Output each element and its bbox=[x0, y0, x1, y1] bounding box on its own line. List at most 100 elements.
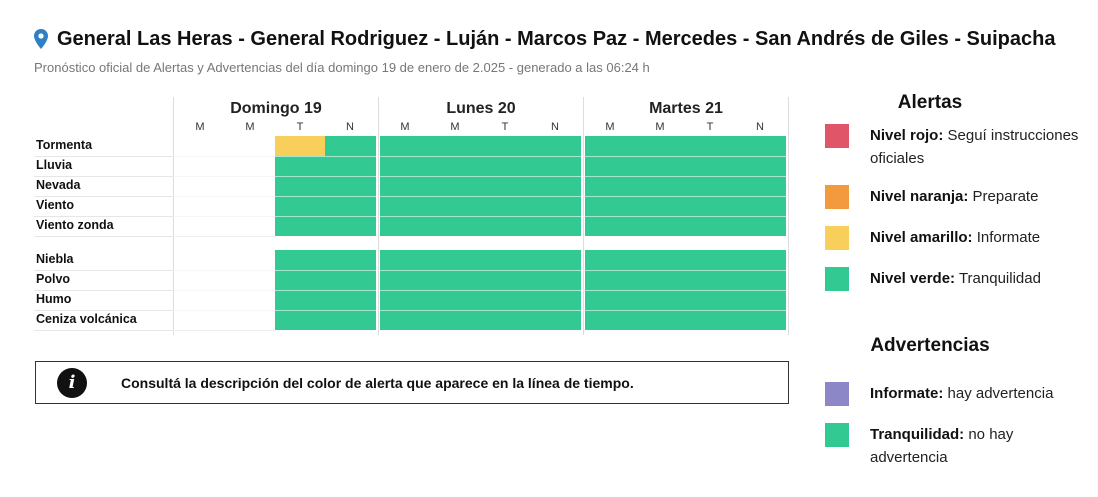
timeline-cell-verde[interactable] bbox=[530, 216, 581, 236]
legend-swatch bbox=[825, 267, 849, 291]
timeline-cell-verde[interactable] bbox=[275, 270, 325, 290]
timeline-cell-verde[interactable] bbox=[380, 136, 430, 156]
timeline-cell-verde[interactable] bbox=[585, 250, 635, 270]
timeline-cell-verde[interactable] bbox=[380, 270, 430, 290]
timeline-cell-verde[interactable] bbox=[430, 196, 480, 216]
timeline-cell-verde[interactable] bbox=[380, 250, 430, 270]
timeline-cell-verde[interactable] bbox=[325, 196, 376, 216]
timeline-cell-verde[interactable] bbox=[480, 156, 530, 176]
timeline-cell-verde[interactable] bbox=[735, 156, 786, 176]
timeline-cell-verde[interactable] bbox=[735, 310, 786, 330]
timeline-cell-verde[interactable] bbox=[275, 290, 325, 310]
timeline-cell-verde[interactable] bbox=[380, 310, 430, 330]
timeline-cell-verde[interactable] bbox=[325, 290, 376, 310]
timeline-cell-verde[interactable] bbox=[735, 176, 786, 196]
timeline-cell-verde[interactable] bbox=[430, 290, 480, 310]
timeline-cell-verde[interactable] bbox=[380, 290, 430, 310]
timeline-cell-verde[interactable] bbox=[585, 156, 635, 176]
legend-item: Tranquilidad: no hay advertencia bbox=[825, 423, 1080, 469]
legend-level-desc: Informate bbox=[972, 229, 1041, 246]
row-divider bbox=[34, 290, 174, 291]
timeline-cell-verde[interactable] bbox=[480, 136, 530, 156]
timeline-cell-verde[interactable] bbox=[635, 196, 685, 216]
timeline-cell-verde[interactable] bbox=[685, 310, 735, 330]
timeline-cell-verde[interactable] bbox=[585, 136, 635, 156]
timeline-cell-verde[interactable] bbox=[430, 136, 480, 156]
timeline-cell-verde[interactable] bbox=[430, 156, 480, 176]
timeline-cell-verde[interactable] bbox=[275, 176, 325, 196]
timeline-cell-verde[interactable] bbox=[480, 290, 530, 310]
timeline-cell-verde[interactable] bbox=[325, 250, 376, 270]
legend-level-name: Informate: bbox=[870, 385, 944, 402]
timeline-cell-verde[interactable] bbox=[585, 196, 635, 216]
timeline-cell-verde[interactable] bbox=[325, 136, 376, 156]
timeline-cell-verde[interactable] bbox=[635, 270, 685, 290]
timeline-cell-verde[interactable] bbox=[635, 290, 685, 310]
timeline-cell-verde[interactable] bbox=[530, 310, 581, 330]
timeline-cell-verde[interactable] bbox=[635, 216, 685, 236]
row-divider bbox=[34, 176, 174, 177]
timeline-cell-verde[interactable] bbox=[735, 136, 786, 156]
timeline-cell-verde[interactable] bbox=[735, 216, 786, 236]
timeline-cell-verde[interactable] bbox=[585, 310, 635, 330]
timeline-cell-verde[interactable] bbox=[685, 196, 735, 216]
timeline-cell-verde[interactable] bbox=[275, 250, 325, 270]
timeline-cell-verde[interactable] bbox=[530, 176, 581, 196]
timeline-cell-verde[interactable] bbox=[380, 176, 430, 196]
timeline-cell-verde[interactable] bbox=[480, 216, 530, 236]
timeline-cell-verde[interactable] bbox=[325, 310, 376, 330]
timeline-cell-verde[interactable] bbox=[380, 216, 430, 236]
timeline-cell-verde[interactable] bbox=[325, 270, 376, 290]
timeline-cell-verde[interactable] bbox=[530, 290, 581, 310]
timeline-cell-verde[interactable] bbox=[530, 250, 581, 270]
timeline-cell-verde[interactable] bbox=[430, 176, 480, 196]
timeline-cell-verde[interactable] bbox=[380, 196, 430, 216]
timeline-cell-verde[interactable] bbox=[275, 196, 325, 216]
timeline-cell-verde[interactable] bbox=[635, 136, 685, 156]
timeline-cell-verde[interactable] bbox=[685, 156, 735, 176]
timeline-cell-verde[interactable] bbox=[735, 196, 786, 216]
timeline-cell-verde[interactable] bbox=[735, 290, 786, 310]
timeline-cell-verde[interactable] bbox=[735, 270, 786, 290]
timeline-cell-amarillo[interactable] bbox=[275, 136, 325, 156]
timeline-cell-verde[interactable] bbox=[325, 156, 376, 176]
timeline-cell-verde[interactable] bbox=[585, 270, 635, 290]
timeline-cell-verde[interactable] bbox=[480, 196, 530, 216]
timeline-cell-verde[interactable] bbox=[430, 270, 480, 290]
timeline-cell-verde[interactable] bbox=[430, 250, 480, 270]
timeline-cell-verde[interactable] bbox=[275, 216, 325, 236]
timeline-cell-verde[interactable] bbox=[685, 176, 735, 196]
timeline-cell-verde[interactable] bbox=[275, 310, 325, 330]
timeline-cell-verde[interactable] bbox=[480, 176, 530, 196]
row-gap bbox=[175, 155, 790, 157]
timeline-cell-verde[interactable] bbox=[585, 176, 635, 196]
timeline-cell-verde[interactable] bbox=[685, 270, 735, 290]
timeline-cell-verde[interactable] bbox=[325, 176, 376, 196]
timeline-cell-verde[interactable] bbox=[275, 156, 325, 176]
timeline-cell-verde[interactable] bbox=[735, 250, 786, 270]
timeline-cell-verde[interactable] bbox=[585, 216, 635, 236]
timeline-cell-verde[interactable] bbox=[635, 176, 685, 196]
timeline-cell-verde[interactable] bbox=[685, 136, 735, 156]
timeline-cell-verde[interactable] bbox=[480, 310, 530, 330]
timeline-cell-verde[interactable] bbox=[530, 196, 581, 216]
timeline-cell-empty bbox=[225, 270, 275, 271]
timeline-cell-verde[interactable] bbox=[480, 270, 530, 290]
timeline-cell-verde[interactable] bbox=[530, 136, 581, 156]
timeline-cell-verde[interactable] bbox=[685, 216, 735, 236]
timeline-cell-verde[interactable] bbox=[635, 250, 685, 270]
timeline-cell-verde[interactable] bbox=[685, 250, 735, 270]
timeline-cell-verde[interactable] bbox=[325, 216, 376, 236]
timeline-cell-verde[interactable] bbox=[585, 290, 635, 310]
timeline-cell-verde[interactable] bbox=[430, 310, 480, 330]
timeline-cell-verde[interactable] bbox=[430, 216, 480, 236]
location-pin-icon bbox=[34, 29, 48, 49]
timeline-cell-verde[interactable] bbox=[530, 270, 581, 290]
timeline-cell-verde[interactable] bbox=[635, 310, 685, 330]
timeline-cell-verde[interactable] bbox=[480, 250, 530, 270]
timeline-cell-verde[interactable] bbox=[685, 290, 735, 310]
timeline-cell-verde[interactable] bbox=[635, 156, 685, 176]
timeline-cell-empty bbox=[175, 196, 225, 197]
timeline-cell-verde[interactable] bbox=[530, 156, 581, 176]
timeline-cell-verde[interactable] bbox=[380, 156, 430, 176]
